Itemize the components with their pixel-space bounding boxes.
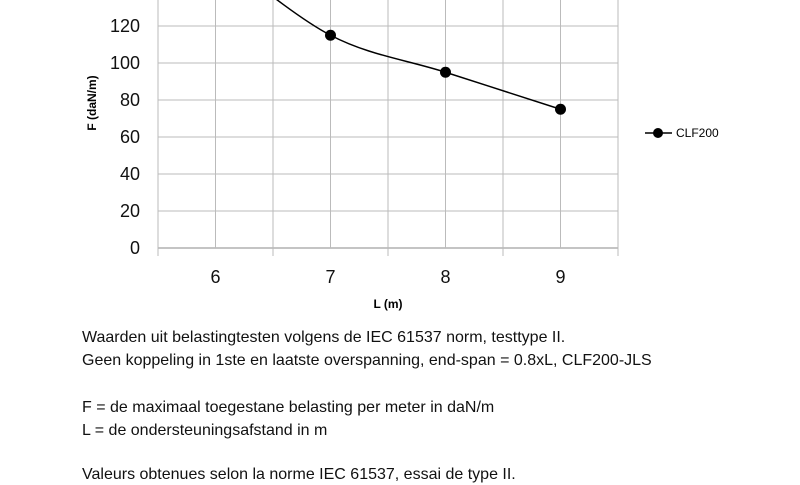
y-tick-label: 120 — [110, 16, 140, 36]
x-tick-label: 6 — [210, 267, 220, 287]
data-point — [325, 29, 336, 41]
series-line-clf200 — [276, 0, 561, 110]
x-tick-label: 7 — [325, 267, 335, 287]
data-point — [440, 66, 451, 78]
series-markers — [325, 29, 566, 115]
y-tick-labels: 0 20 40 60 80 100 120 — [110, 16, 140, 258]
y-tick-label: 80 — [120, 90, 140, 110]
x-axis-label: L (m) — [373, 297, 402, 311]
note-line-5: Valeurs obtenues selon la norme IEC 6153… — [82, 466, 516, 483]
y-tick-label: 20 — [120, 201, 140, 221]
y-tick-label: 100 — [110, 53, 140, 73]
y-tick-label: 40 — [120, 164, 140, 184]
note-line-1: Waarden uit belastingtesten volgens de I… — [82, 329, 566, 346]
note-line-4: L = de ondersteuningsafstand in m — [82, 422, 328, 439]
legend-marker — [653, 128, 663, 138]
grid — [157, 0, 619, 256]
note-line-3: F = de maximaal toegestane belasting per… — [82, 399, 495, 416]
y-tick-label: 60 — [120, 127, 140, 147]
data-point — [555, 103, 566, 115]
y-axis-label: F (daN/m) — [85, 75, 99, 130]
x-tick-label: 9 — [555, 267, 565, 287]
legend-label: CLF200 — [676, 126, 719, 140]
note-line-2: Geen koppeling in 1ste en laatste oversp… — [82, 352, 652, 369]
x-tick-labels: 6 7 8 9 — [210, 267, 565, 287]
legend: CLF200 — [645, 126, 719, 140]
y-tick-label: 0 — [130, 238, 140, 258]
x-tick-label: 8 — [440, 267, 450, 287]
